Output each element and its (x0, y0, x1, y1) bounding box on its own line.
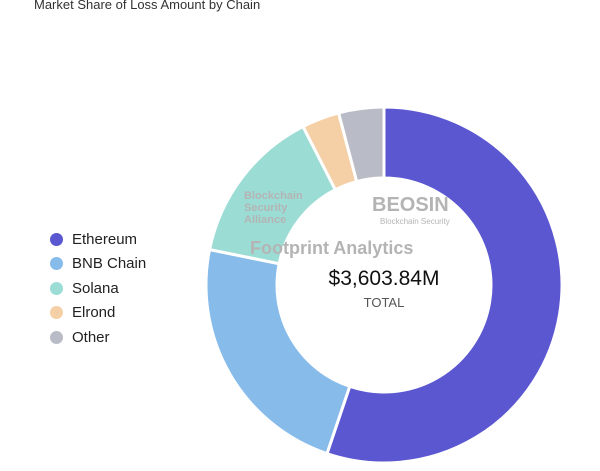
center-total-label: TOTAL (364, 295, 405, 310)
legend-label: Other (72, 328, 110, 346)
watermark-beosin-sub: Blockchain Security (380, 217, 450, 226)
legend-label: Solana (72, 279, 119, 297)
legend-item[interactable]: Ethereum (50, 227, 146, 252)
legend: Ethereum BNB Chain Solana Elrond Other (50, 227, 146, 350)
center-total-value: $3,603.84M (329, 267, 440, 290)
legend-dot-icon (50, 281, 63, 295)
legend-item[interactable]: BNB Chain (50, 252, 146, 277)
legend-item[interactable]: Other (50, 325, 146, 350)
legend-item[interactable]: Solana (50, 276, 146, 301)
watermark-beosin: BEOSIN (372, 194, 449, 216)
legend-label: Ethereum (72, 230, 138, 248)
legend-label: Elrond (72, 304, 116, 322)
slice-bnb-chain[interactable] (204, 247, 352, 456)
watermark-bsa: Blockchain Security Alliance (244, 190, 303, 226)
slice-other[interactable] (336, 105, 386, 184)
watermark-footprint: Footprint Analytics (250, 238, 414, 258)
chart-title: Market Share of Loss Amount by Chain (34, 0, 261, 12)
legend-dot-icon (50, 306, 63, 320)
legend-item[interactable]: Elrond (50, 301, 146, 326)
slice-ethereum[interactable] (325, 105, 564, 465)
legend-dot-icon (50, 330, 63, 344)
legend-dot-icon (50, 257, 63, 271)
legend-label: BNB Chain (72, 255, 147, 273)
legend-dot-icon (50, 232, 63, 246)
